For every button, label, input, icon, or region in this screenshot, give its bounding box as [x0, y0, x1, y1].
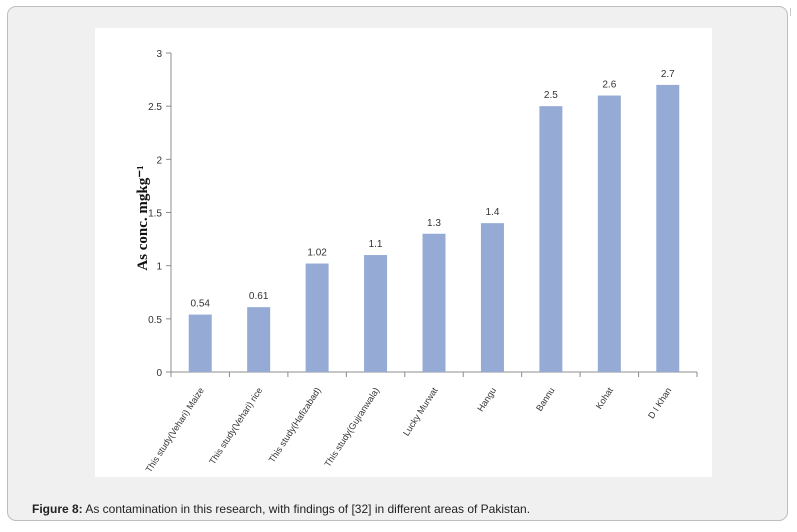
- y-axis-title: As conc. mgkg⁻¹: [135, 165, 151, 270]
- y-tick-label: 2: [156, 155, 162, 166]
- x-category-label: D I Khan: [646, 386, 673, 421]
- bar: [597, 95, 621, 373]
- data-label: 0.54: [190, 299, 210, 310]
- y-tick-label: 2.5: [148, 102, 162, 113]
- data-label: 1.3: [427, 218, 441, 229]
- y-tick-label: 0.5: [148, 315, 162, 326]
- bar: [422, 233, 446, 372]
- x-category-label: Bannu: [534, 386, 557, 413]
- bar: [539, 106, 563, 373]
- chart-area: 0 0.5 1 1.5 2 2.5 3 0.54 This study(Vehari) Maiz…: [95, 28, 712, 477]
- x-category-label: Lucky Murwat: [401, 385, 440, 437]
- bar-chart: 0 0.5 1 1.5 2 2.5 3 0.54 This study(Vehari) Maiz…: [135, 49, 698, 475]
- bar: [480, 223, 504, 372]
- scrollbar-edge: [790, 8, 797, 16]
- data-label: 2.5: [544, 90, 558, 101]
- bar: [247, 307, 271, 372]
- y-tick-label: 3: [156, 49, 162, 60]
- data-label: 1.02: [307, 248, 327, 259]
- x-category-label: Hangu: [475, 386, 498, 414]
- bar: [305, 263, 329, 372]
- figure-caption: Figure 8: As contamination in this resea…: [32, 502, 772, 516]
- data-label: 1.1: [369, 239, 383, 250]
- data-label: 2.6: [602, 80, 616, 91]
- y-tick-label: 0: [156, 368, 162, 379]
- figure-panel: 0 0.5 1 1.5 2 2.5 3 0.54 This study(Vehari) Maiz…: [7, 6, 788, 521]
- data-label: 2.7: [661, 69, 675, 80]
- x-category-label: This study(Vehari) rice: [207, 386, 264, 467]
- x-category-label: This study(Hafizabad): [267, 386, 323, 465]
- x-category-label: This study(Gujranwala): [322, 386, 381, 469]
- bar: [656, 84, 680, 373]
- data-label: 1.4: [485, 207, 499, 218]
- data-label: 0.61: [249, 291, 269, 302]
- caption-label: Figure 8:: [32, 502, 83, 516]
- caption-text: As contamination in this research, with …: [82, 502, 531, 516]
- y-tick-label: 1: [156, 262, 162, 273]
- bar: [188, 314, 212, 372]
- y-tick-label: 1.5: [148, 209, 162, 220]
- x-category-label: Kohat: [594, 385, 615, 411]
- x-category-label: This study(Vehari) Maize: [144, 386, 206, 475]
- bar: [364, 255, 388, 372]
